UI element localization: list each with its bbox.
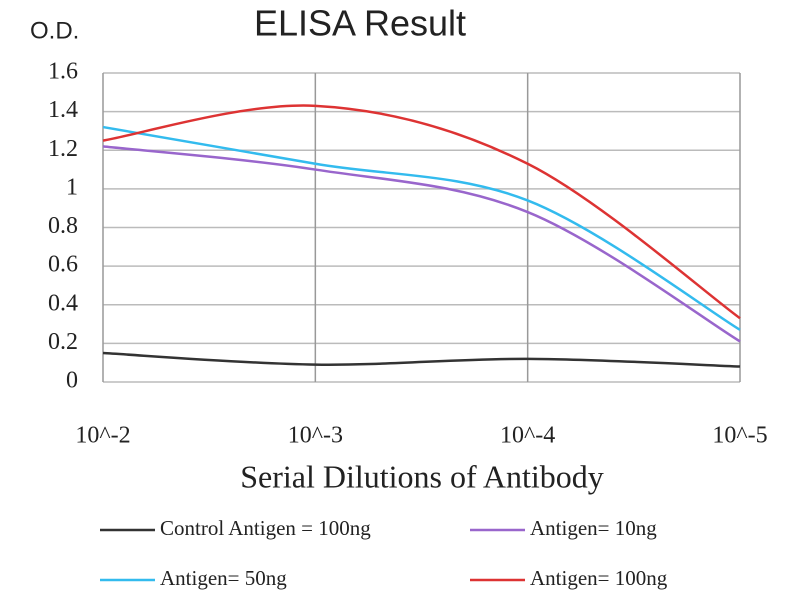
y-tick-label: 1.2 (48, 136, 78, 162)
legend-label: Control Antigen = 100ng (160, 516, 371, 540)
y-tick-label: 1.4 (48, 97, 78, 123)
y-tick-label: 0.2 (48, 329, 78, 355)
x-tick-label: 10^-4 (500, 423, 555, 449)
series-line (102, 125, 741, 331)
x-tick-label: 10^-5 (712, 423, 767, 449)
x-tick-label: 10^-3 (288, 423, 343, 449)
legend-label: Antigen= 10ng (530, 516, 657, 540)
y-tick-label: 0.8 (48, 213, 78, 239)
legend-label: Antigen= 50ng (160, 566, 287, 590)
series-line (102, 145, 741, 343)
y-tick-label: 1 (66, 174, 78, 200)
y-tick-label: 0.4 (48, 290, 78, 316)
legend-label: Antigen= 100ng (530, 566, 668, 590)
y-tick-label: 1.6 (48, 59, 78, 85)
y-axis-label: O.D. (30, 17, 79, 44)
y-tick-label: 0 (66, 368, 78, 394)
series-line (102, 351, 741, 368)
x-axis-label: Serial Dilutions of Antibody (240, 458, 604, 494)
x-tick-label: 10^-2 (75, 423, 130, 449)
y-tick-label: 0.6 (48, 252, 78, 278)
series-line (102, 104, 741, 320)
chart-title: ELISA Result (254, 3, 466, 44)
